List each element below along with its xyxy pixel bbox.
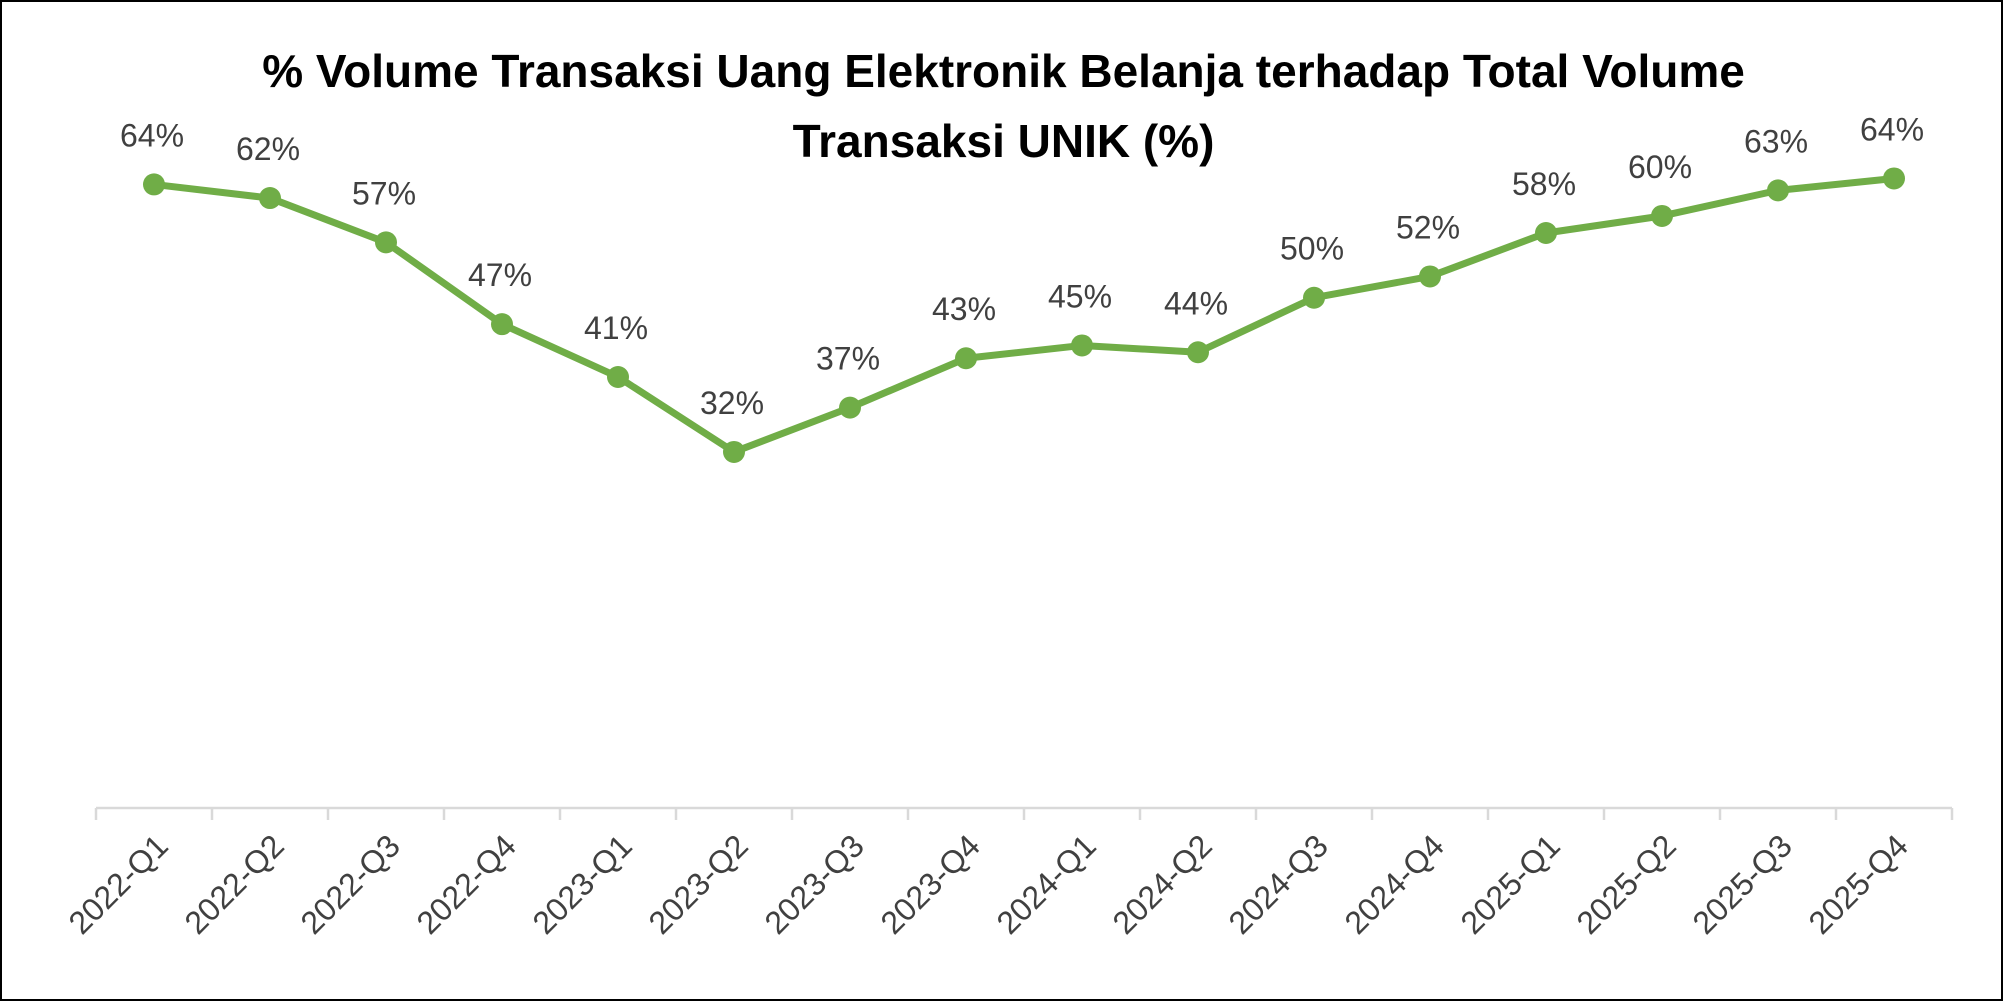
data-label: 41%: [584, 310, 648, 346]
data-point: [723, 440, 745, 463]
data-label: 64%: [1860, 111, 1924, 147]
data-label: 64%: [120, 117, 184, 153]
data-label: 44%: [1164, 285, 1228, 321]
data-label: 60%: [1628, 149, 1692, 185]
x-tick-label: 2025-Q1: [1453, 827, 1567, 941]
data-point: [839, 396, 861, 419]
data-point: [955, 347, 977, 370]
x-tick-label: 2023-Q2: [641, 827, 755, 941]
x-tick-label: 2023-Q4: [873, 827, 987, 941]
data-point: [375, 231, 397, 254]
data-label: 45%: [1048, 278, 1112, 314]
data-point: [1187, 341, 1209, 364]
data-point: [143, 173, 165, 196]
data-label: 63%: [1744, 123, 1808, 159]
data-label: 58%: [1512, 166, 1576, 202]
data-point: [259, 187, 281, 210]
data-label: 32%: [700, 385, 764, 421]
x-tick-label: 2025-Q3: [1685, 827, 1799, 941]
x-tick-label: 2022-Q4: [409, 827, 523, 941]
data-point: [1651, 204, 1673, 227]
x-tick-label: 2025-Q4: [1801, 827, 1915, 941]
chart-title-line-1: % Volume Transaksi Uang Elektronik Belan…: [262, 45, 1745, 97]
data-label: 43%: [932, 291, 996, 327]
data-label: 52%: [1396, 209, 1460, 245]
x-tick-label: 2023-Q3: [757, 827, 871, 941]
data-label: 37%: [816, 341, 880, 377]
data-point: [607, 365, 629, 388]
chart-title-line-2: Transaksi UNIK (%): [792, 115, 1215, 167]
chart-title: % Volume Transaksi Uang Elektronik Belan…: [2, 36, 2003, 176]
x-tick-label: 2024-Q2: [1105, 827, 1219, 941]
data-label: 47%: [468, 257, 532, 293]
x-tick-label: 2022-Q1: [61, 827, 175, 941]
x-tick-label: 2025-Q2: [1569, 827, 1683, 941]
x-tick-label: 2022-Q2: [177, 827, 291, 941]
x-tick-label: 2023-Q1: [525, 827, 639, 941]
data-point: [1535, 221, 1557, 244]
x-tick-label: 2022-Q3: [293, 827, 407, 941]
series-line: [150, 174, 1898, 456]
x-tick-label: 2024-Q4: [1337, 827, 1451, 941]
x-tick-label: 2024-Q3: [1221, 827, 1335, 941]
data-point: [1883, 167, 1905, 190]
data-point: [1071, 334, 1093, 357]
data-point: [1303, 286, 1325, 309]
data-point: [1419, 265, 1441, 288]
data-label: 62%: [236, 131, 300, 167]
x-tick-label: 2024-Q1: [989, 827, 1103, 941]
data-label: 50%: [1280, 231, 1344, 267]
data-label: 57%: [352, 175, 416, 211]
data-point: [491, 313, 513, 336]
data-point: [1767, 179, 1789, 202]
